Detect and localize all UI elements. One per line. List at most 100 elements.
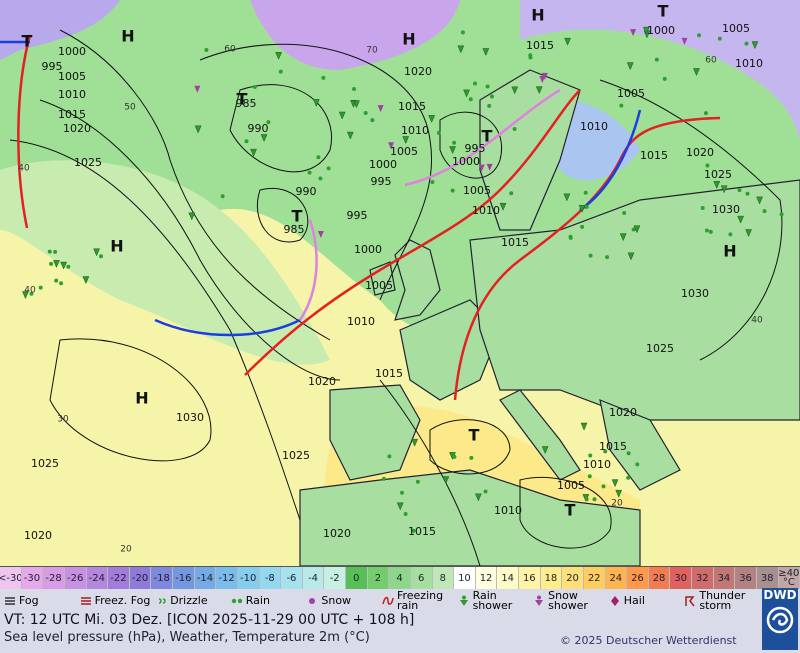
scale-cell: -24: [86, 567, 109, 589]
rain-symbol: [744, 41, 749, 46]
rain-symbol: [737, 188, 742, 193]
warm-front: [17, 34, 32, 229]
rain-symbol: [745, 191, 750, 196]
scale-cell: 10: [454, 567, 476, 589]
snow-shower-symbol: [478, 164, 485, 172]
rain-symbol: [704, 228, 709, 233]
rain-symbol: [483, 489, 488, 494]
rain-symbol: [601, 484, 606, 489]
scale-cell: -30: [21, 567, 44, 589]
isobar-label: 990: [248, 122, 269, 135]
rain-symbol: [450, 188, 455, 193]
isobar-label: 1025: [646, 342, 674, 355]
pressure-center: T: [292, 207, 303, 226]
rain-symbol: [708, 229, 713, 234]
rain-symbol: [490, 94, 495, 99]
legend-icon: [80, 597, 91, 605]
rain-shower-symbol: [442, 476, 450, 485]
cold-front: [154, 318, 301, 337]
rain-symbol: [485, 84, 490, 89]
isobar-label: 1005: [390, 145, 418, 158]
rain-shower-symbol: [275, 52, 282, 60]
isobar: [256, 187, 309, 243]
rain-shower-symbol: [457, 45, 465, 54]
isobar-label: 1015: [526, 39, 554, 52]
scale-cell: 8: [432, 567, 455, 589]
rain-symbol: [568, 234, 573, 239]
isobar: [379, 379, 481, 566]
isobar-label: 1020: [308, 375, 336, 388]
rain-shower-symbol: [619, 233, 627, 242]
rain-symbol: [49, 261, 54, 266]
scale-cell: 4: [389, 567, 411, 589]
legend-item: Hail: [609, 595, 685, 607]
isobar-label: 1000: [58, 45, 86, 58]
rain-shower-symbol: [713, 181, 721, 189]
scale-cell: 38: [756, 567, 779, 589]
rain-shower-symbol: [396, 502, 404, 511]
pressure-center: H: [402, 30, 415, 49]
isobar-label: 1015: [501, 236, 529, 249]
rain-symbol: [38, 285, 43, 290]
rain-symbol: [592, 497, 597, 502]
rain-symbol: [220, 194, 225, 199]
scale-cell: -8: [259, 567, 282, 589]
legend-icon: [158, 598, 166, 604]
legend-icon: [535, 595, 544, 606]
legend-icon: [5, 597, 15, 605]
rain-symbol: [53, 249, 58, 254]
rain-shower-symbol: [578, 204, 586, 213]
rain-shower-symbol: [194, 125, 202, 134]
legend-panel: <-30-30-28-26-24-22-20-18-16-14-12-10-8-…: [0, 566, 800, 653]
rain-symbol: [318, 176, 323, 181]
legend-icon: [685, 596, 695, 607]
rain-symbol: [452, 454, 457, 459]
rain-symbol: [352, 87, 357, 92]
land: [469, 179, 800, 421]
isobar-label: 1010: [401, 124, 429, 137]
rain-shower-symbol: [449, 146, 456, 155]
rain-shower-symbol: [626, 62, 634, 71]
rain-symbol: [588, 253, 593, 258]
rain-symbol: [99, 254, 104, 259]
temperature-label: 50: [124, 103, 136, 113]
isobar-label: 995: [371, 175, 392, 188]
rain-shower-symbol: [737, 215, 745, 224]
isobar-label: 995: [42, 60, 63, 73]
isobar-label: 990: [296, 185, 317, 198]
scale-cell: -6: [281, 567, 303, 589]
snow-shower-symbol: [541, 72, 548, 80]
isobar: [49, 338, 212, 462]
isobar: [519, 476, 612, 549]
rain-symbol: [381, 476, 386, 481]
rain-symbol: [54, 278, 59, 283]
rain-shower-symbol: [535, 86, 543, 95]
rain-shower-symbol: [499, 202, 507, 211]
isobar-label: 1020: [404, 65, 432, 78]
occluded-front: [298, 88, 561, 321]
rain-shower-symbol: [611, 479, 619, 488]
land: [329, 384, 421, 481]
land: [499, 389, 581, 481]
isobar-label: 1010: [472, 204, 500, 217]
isobar-label: 1005: [617, 87, 645, 100]
rain-symbol: [469, 455, 474, 460]
temperature-label: 30: [57, 415, 69, 425]
legend-item: Freez. Fog: [80, 595, 156, 607]
snow-shower-symbol: [194, 85, 201, 93]
scale-cell: -2: [324, 567, 346, 589]
isobar-label: 985: [236, 97, 257, 110]
rain-shower-symbol: [511, 86, 519, 95]
rain-symbol: [411, 528, 416, 533]
rain-shower-symbol: [346, 131, 354, 140]
rain-symbol: [415, 479, 420, 484]
rain-shower-symbol: [745, 229, 752, 238]
rain-symbol: [59, 281, 64, 286]
rain-symbol: [762, 209, 767, 214]
rain-symbol: [316, 155, 321, 160]
scale-cell: 24: [605, 567, 628, 589]
rain-symbol: [47, 249, 52, 254]
rain-symbol: [66, 264, 71, 269]
legend-item: Thunder storm: [684, 590, 760, 611]
land: [399, 299, 501, 401]
